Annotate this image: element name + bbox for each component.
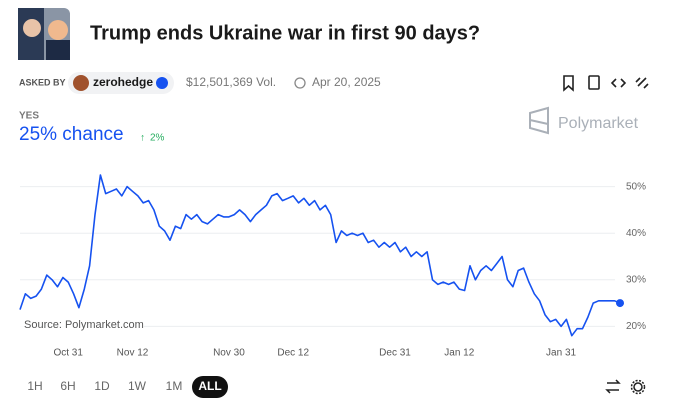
chart: 20% 30% 40% 50% Oct 31 Nov 12 Nov 30 Dec 12 Dec …	[19, 174, 646, 359]
range-button[interactable]: 1M	[166, 379, 183, 393]
user-name[interactable]: zerohedge	[93, 75, 153, 89]
user-chip[interactable]	[68, 72, 174, 94]
clock-icon	[294, 77, 306, 89]
x-tick-label: Dec 12	[277, 348, 309, 359]
y-tick-label: 30%	[626, 274, 646, 285]
current-point	[616, 299, 624, 308]
x-tick-label: Nov 30	[213, 348, 245, 359]
x-tick-label: Jan 31	[546, 348, 576, 359]
arrow: ↑	[140, 133, 145, 144]
chart-settings[interactable]	[605, 379, 646, 395]
market-image	[18, 8, 70, 60]
source-bg	[20, 315, 144, 335]
y-tick-label: 40%	[626, 228, 646, 239]
market-title: Trump ends Ukraine war in first 90 days?	[90, 22, 480, 44]
brand-logo	[529, 106, 549, 135]
asked-by-label: ASKED BY	[19, 77, 66, 87]
outcome-label: YES	[19, 111, 39, 122]
y-tick-label: 20%	[626, 321, 646, 332]
source: Source: Polymarket.com	[24, 319, 144, 331]
x-tick-label: Nov 12	[117, 348, 149, 359]
chance-change: 2%	[150, 133, 165, 144]
x-tick-label: Jan 12	[444, 348, 474, 359]
range-button[interactable]: 6H	[60, 379, 75, 393]
range-button[interactable]: ALL	[198, 379, 221, 393]
range-button[interactable]: 1W	[128, 379, 147, 393]
range-active-bg	[192, 376, 228, 398]
chance: 25% chance	[19, 124, 124, 145]
range-button[interactable]: 1H	[27, 379, 42, 393]
price-line	[19, 174, 621, 337]
user-avatar	[73, 75, 89, 91]
x-tick-label: Oct 31	[53, 348, 83, 359]
end-date: Apr 20, 2025	[312, 75, 381, 89]
x-tick-label: Dec 31	[379, 348, 411, 359]
y-tick-label: 50%	[626, 181, 646, 192]
volume: $12,501,369 Vol.	[186, 75, 276, 89]
brand-name: Polymarket	[558, 115, 639, 132]
range-button[interactable]: 1D	[94, 379, 110, 393]
verified-badge	[156, 77, 168, 89]
toolbar-icons[interactable]	[563, 75, 649, 92]
range-buttons: 1H 6H 1D 1W 1M ALL	[27, 376, 228, 398]
